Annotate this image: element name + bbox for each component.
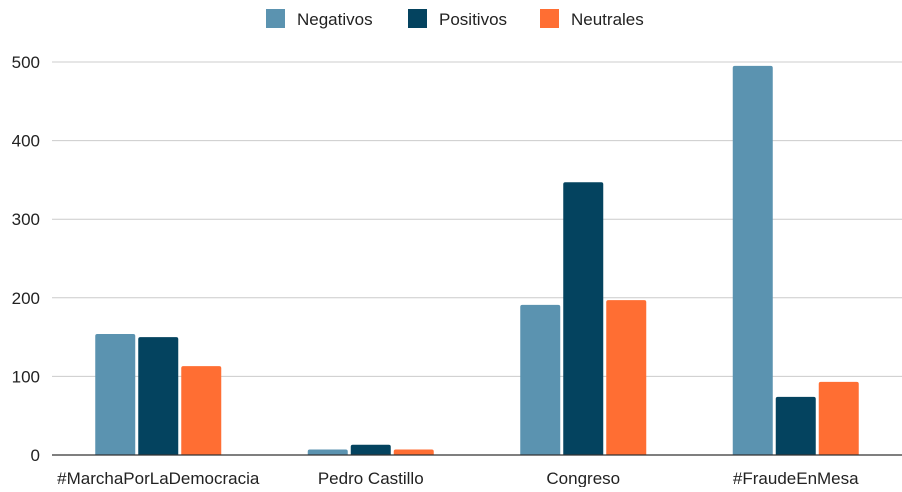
y-tick-label: 0 [31,446,40,465]
y-tick-label: 300 [12,210,40,229]
legend-label-positivos: Positivos [439,10,507,29]
bar-neutrales-1 [393,449,434,455]
bar-negativos-3 [732,65,773,456]
x-tick-label: #FraudeEnMesa [733,469,859,487]
bar-positivos-3 [775,396,816,455]
legend-swatch-neutrales [540,9,559,28]
bar-negativos-2 [520,304,561,455]
legend: Negativos Positivos Neutrales [266,9,644,29]
bar-neutrales-0 [181,366,222,455]
legend-label-negativos: Negativos [297,10,373,29]
bar-positivos-1 [350,444,391,455]
bar-positivos-0 [138,337,179,455]
y-tick-label: 400 [12,132,40,151]
legend-swatch-positivos [408,9,427,28]
gridlines [52,61,902,377]
bar-neutrales-3 [818,381,859,455]
bar-neutrales-2 [606,300,647,455]
y-tick-label: 500 [12,53,40,72]
x-tick-label: Congreso [546,469,620,487]
x-tick-label: Pedro Castillo [318,469,424,487]
y-tick-label: 200 [12,289,40,308]
y-axis-tick-labels: 0 100 200 300 400 500 [12,53,40,465]
x-axis-tick-labels: #MarchaPorLaDemocracia Pedro Castillo Cong… [57,469,859,488]
bars [95,65,859,456]
bar-positivos-2 [563,182,604,455]
legend-label-neutrales: Neutrales [571,10,644,29]
bar-negativos-1 [307,449,348,455]
legend-swatch-negativos [266,9,285,28]
x-tick-label: #MarchaPorLaDemocracia [57,469,260,487]
y-tick-label: 100 [12,367,40,386]
bar-negativos-0 [95,333,136,455]
